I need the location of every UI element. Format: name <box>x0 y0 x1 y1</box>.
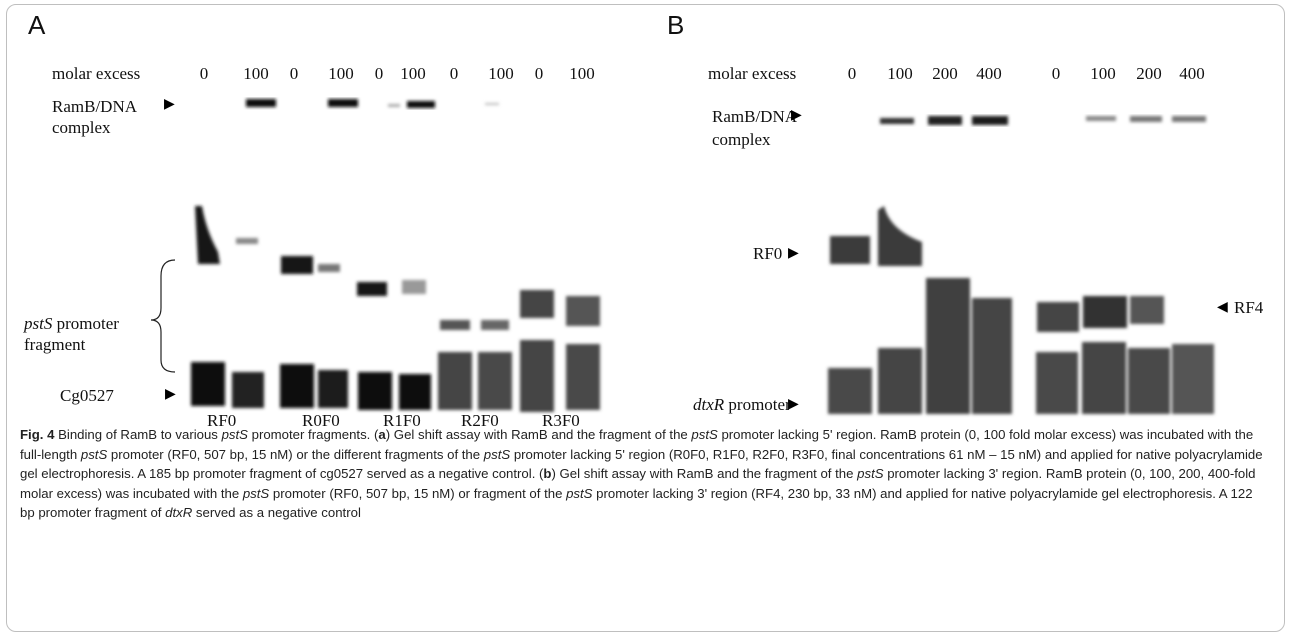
panel-b-probe-bands <box>830 206 1164 332</box>
panel-a-fragment-label-line2: fragment <box>24 335 86 354</box>
panel-b-control-word: promoter <box>724 395 791 414</box>
panel-a-molar-excess-label: molar excess <box>52 64 141 83</box>
panel-a-lane-4: 100 <box>328 64 354 83</box>
caption-gene: pstS <box>80 446 108 462</box>
panel-b-lane-4: 400 <box>976 64 1002 83</box>
caption-text: promoter lacking 5' region. RamB protein… <box>20 427 1254 462</box>
panel-a-control-label: Cg0527 <box>60 386 114 405</box>
panel-a-complex-label-line2: complex <box>52 118 111 137</box>
caption-gene: pstS <box>221 427 248 442</box>
panel-a-fragment-name-4: R2F0 <box>461 411 499 430</box>
panel-b-rf4-label: RF4 <box>1234 298 1264 317</box>
caption-text: promoter lacking 3' region. RamB protein… <box>20 466 1256 501</box>
panel-a-letter: A <box>28 10 46 40</box>
panel-a-fragment-gene: pstS <box>24 314 53 333</box>
caption-text: promoter (RF0, 507 bp, 15 nM) or fragmen… <box>269 485 567 501</box>
panel-a-lane-10: 100 <box>569 64 595 83</box>
panel-a-fragment-name-5: R3F0 <box>542 411 580 430</box>
panel-a-probe-bands <box>195 206 600 330</box>
panel-b-complex-bands <box>880 116 1206 125</box>
panel-b-molar-excess-label: molar excess <box>708 64 797 83</box>
caption-text: Binding of RamB to various <box>54 427 222 442</box>
panel-b-complex-arrow-icon: ▶ <box>791 107 802 123</box>
panel-b-lane-3: 200 <box>932 64 958 83</box>
panel-b-rf0-label: RF0 <box>753 244 783 263</box>
caption-gene: pstS <box>566 485 593 501</box>
panel-a-lane-9: 0 <box>534 64 544 83</box>
caption-gene: dtxR <box>165 505 193 520</box>
caption-text: promoter lacking 3' region (RF4, 230 bp,… <box>20 485 1253 521</box>
panel-a-lane-2: 100 <box>243 64 269 83</box>
panel-b-control-label: dtxR promoter <box>693 395 791 415</box>
panel-b-lane-7: 200 <box>1136 64 1162 83</box>
panel-a-lane-7: 0 <box>449 64 459 83</box>
panel-b-lane-8: 400 <box>1179 64 1205 83</box>
panel-a-lane-8: 100 <box>488 64 514 83</box>
panel-b-lane-1: 0 <box>847 64 857 83</box>
caption-figure-number: Fig. 4 <box>20 427 55 442</box>
panel-a-fragment-brace <box>150 259 176 373</box>
panel-b-letter: B <box>667 10 685 40</box>
panel-a-lane-5: 0 <box>374 64 384 83</box>
panel-a-lane-6: 100 <box>400 64 426 83</box>
panel-b-lane-5: 0 <box>1051 64 1061 83</box>
figure-caption: Fig. 4 Binding of RamB to various pstS p… <box>20 425 1270 523</box>
panel-a-fragment-name-1: RF0 <box>207 411 237 430</box>
panel-a-lane-3: 0 <box>289 64 299 83</box>
panel-a-complex-arrow-icon: ▶ <box>164 96 175 112</box>
panel-a-control-arrow-icon: ▶ <box>165 386 176 402</box>
panel-b-rf0-arrow-icon: ▶ <box>788 245 799 261</box>
panel-a-fragment-name-3: R1F0 <box>383 411 421 430</box>
caption-text: ) Gel shift assay with RamB and the frag… <box>385 427 692 442</box>
panel-b-control-gene: dtxR <box>693 395 725 414</box>
panel-a-lane-1: 0 <box>199 64 209 83</box>
caption-gene: pstS <box>483 446 511 462</box>
gel-images <box>191 99 1214 414</box>
caption-text: served as a negative control <box>192 505 361 520</box>
panel-a-fragment-label-line1: pstS promoter <box>24 314 119 334</box>
caption-gene: pstS <box>857 466 884 481</box>
panel-b-control-bands <box>828 278 1214 414</box>
caption-text: ) Gel shift assay with RamB and the frag… <box>551 466 858 481</box>
caption-panel-ref: b <box>543 466 552 481</box>
panel-b-control-arrow-icon: ▶ <box>788 396 799 412</box>
panel-b-rf4-arrow-icon: ◀ <box>1217 299 1228 315</box>
panel-a-complex-label-line1: RamB/DNA <box>52 97 137 116</box>
caption-gene: pstS <box>242 485 270 501</box>
caption-text: promoter (RF0, 507 bp, 15 nM) or the dif… <box>107 446 484 462</box>
panel-a-complex-bands <box>246 99 499 108</box>
panel-a-control-bands <box>191 340 600 412</box>
caption-text: promoter lacking 5' region (R0F0, R1F0, … <box>20 446 1263 482</box>
panel-b-lane-6: 100 <box>1090 64 1116 83</box>
caption-gene: pstS <box>691 427 718 442</box>
panel-a-fragment-name-2: R0F0 <box>302 411 340 430</box>
panel-b-complex-label-line2: complex <box>712 130 771 149</box>
caption-text: promoter fragments. ( <box>247 427 379 442</box>
panel-b-lane-2: 100 <box>887 64 913 83</box>
caption-panel-ref: a <box>378 427 386 442</box>
panel-b-complex-label-line1: RamB/DNA <box>712 107 797 126</box>
panel-a-fragment-word: promoter <box>52 314 119 333</box>
